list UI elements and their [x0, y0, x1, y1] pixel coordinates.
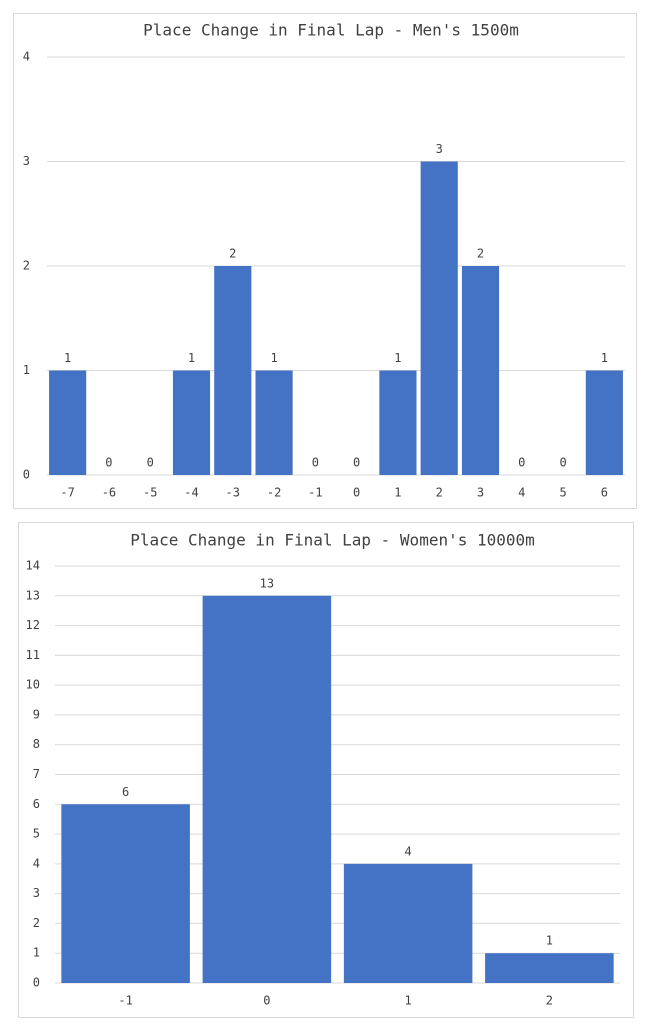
y-tick-label: 4 — [33, 856, 40, 870]
y-tick-label: 6 — [33, 797, 40, 811]
bar — [61, 804, 190, 983]
bar — [379, 370, 417, 475]
x-tick-label: 6 — [601, 486, 608, 500]
data-label: 6 — [122, 785, 129, 799]
data-label: 1 — [546, 934, 553, 948]
data-label: 3 — [436, 142, 443, 156]
x-tick-label: 2 — [436, 486, 443, 500]
y-tick-label: 4 — [23, 50, 30, 64]
y-tick-label: 0 — [33, 976, 40, 990]
data-label: 2 — [229, 247, 236, 261]
x-tick-label: -1 — [308, 486, 322, 500]
bar — [255, 370, 293, 475]
bar — [172, 370, 211, 475]
x-tick-label: -5 — [143, 486, 157, 500]
y-tick-label: 2 — [33, 916, 40, 930]
data-label: 1 — [64, 351, 71, 365]
x-tick-label: 2 — [546, 994, 553, 1008]
data-label: 1 — [188, 351, 195, 365]
x-tick-label: 0 — [353, 486, 360, 500]
y-tick-label: 13 — [26, 588, 40, 602]
y-tick-label: 5 — [33, 827, 40, 841]
y-tick-label: 1 — [33, 946, 40, 960]
y-tick-label: 12 — [26, 618, 40, 632]
x-tick-label: -1 — [118, 994, 132, 1008]
data-label: 1 — [601, 351, 608, 365]
y-tick-label: 9 — [33, 707, 40, 721]
data-label: 0 — [518, 456, 525, 470]
data-label: 0 — [559, 456, 566, 470]
bar — [585, 370, 623, 475]
x-tick-label: 3 — [477, 486, 484, 500]
data-label: 0 — [312, 456, 319, 470]
chart-title: Place Change in Final Lap - Women's 1000… — [130, 531, 535, 550]
data-label: 0 — [147, 456, 154, 470]
x-tick-label: 4 — [518, 486, 525, 500]
y-tick-label: 11 — [26, 648, 40, 662]
data-label: 4 — [405, 844, 412, 858]
x-tick-label: -7 — [60, 486, 74, 500]
y-tick-label: 2 — [23, 259, 30, 273]
data-label: 0 — [353, 456, 360, 470]
y-tick-label: 7 — [33, 767, 40, 781]
data-label: 1 — [394, 351, 401, 365]
y-tick-label: 0 — [23, 468, 30, 482]
x-tick-label: 0 — [263, 994, 270, 1008]
x-tick-label: -2 — [267, 486, 281, 500]
x-tick-label: -3 — [226, 486, 240, 500]
y-tick-label: 1 — [23, 363, 30, 377]
data-label: 2 — [477, 247, 484, 261]
data-label: 0 — [105, 456, 112, 470]
x-tick-label: 1 — [405, 994, 412, 1008]
x-tick-label: 5 — [559, 486, 566, 500]
bar — [461, 266, 500, 475]
bar — [214, 266, 252, 475]
y-tick-label: 3 — [23, 154, 30, 168]
data-label: 1 — [270, 351, 277, 365]
chart-title: Place Change in Final Lap - Men's 1500m — [143, 21, 519, 40]
x-tick-label: -6 — [102, 486, 116, 500]
x-tick-label: 1 — [394, 486, 401, 500]
bar — [343, 863, 473, 983]
y-tick-label: 14 — [26, 559, 40, 573]
y-tick-label: 10 — [26, 678, 40, 692]
bar — [485, 953, 614, 983]
y-tick-label: 3 — [33, 886, 40, 900]
y-tick-label: 8 — [33, 737, 40, 751]
bar — [49, 370, 87, 475]
x-tick-label: -4 — [184, 486, 198, 500]
chart-frame — [13, 13, 637, 509]
bar — [420, 161, 458, 475]
data-label: 13 — [260, 576, 274, 590]
bar — [202, 595, 332, 983]
